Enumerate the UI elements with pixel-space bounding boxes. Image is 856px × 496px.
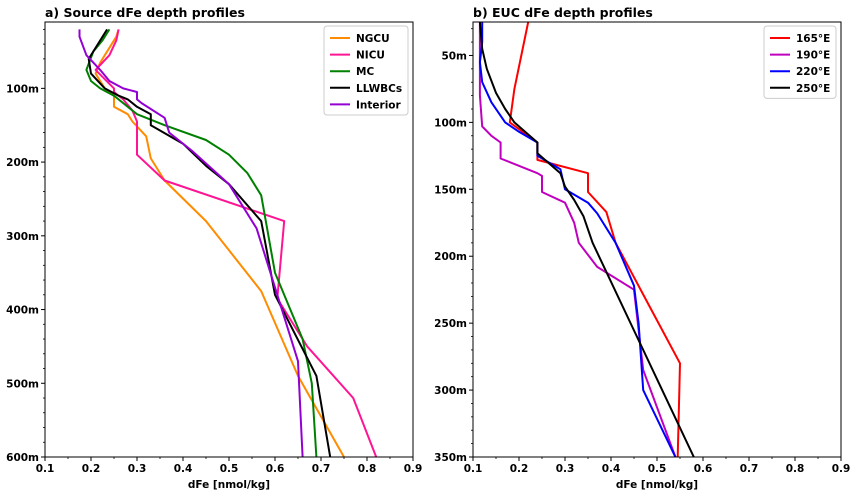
- series-line-250-e: [478, 22, 695, 457]
- legend-label-250-e: 250°E: [796, 83, 830, 95]
- series-line-165-e: [508, 22, 681, 457]
- y-tick-label: 400m: [6, 305, 39, 317]
- x-tick-label: 0.3: [128, 463, 147, 475]
- series-line-llwbcs: [87, 28, 332, 457]
- y-tick-label: 200m: [434, 251, 467, 263]
- x-tick-label: 0.5: [648, 463, 667, 475]
- x-tick-label: 0.8: [358, 463, 377, 475]
- x-tick-label: 0.9: [404, 463, 423, 475]
- legend: 165°E 190°E 220°E 250°E: [763, 25, 837, 99]
- legend-label-220-e: 220°E: [796, 66, 830, 78]
- chart-title: b) EUC dFe depth profiles: [473, 5, 653, 20]
- legend-box: [763, 25, 837, 99]
- legend-label-ngcu: NGCU: [356, 33, 390, 45]
- legend-label-mc: MC: [356, 66, 374, 78]
- series-group: [78, 28, 378, 457]
- x-tick-label: 0.3: [556, 463, 575, 475]
- series-line-190-e: [478, 22, 677, 457]
- x-tick-label: 0.2: [510, 463, 529, 475]
- legend-label-190-e: 190°E: [796, 50, 830, 62]
- chart-title: a) Source dFe depth profiles: [45, 5, 245, 20]
- y-tick-label: 150m: [434, 184, 467, 196]
- x-tick-label: 0.5: [220, 463, 239, 475]
- y-tick-label: 300m: [6, 231, 39, 243]
- series-line-interior: [78, 29, 304, 457]
- y-tick-label: 100m: [6, 83, 39, 95]
- x-tick-label: 0.7: [740, 463, 759, 475]
- series-line-mc: [85, 28, 318, 457]
- series-line-ngcu: [94, 29, 345, 457]
- x-tick-label: 0.2: [82, 463, 101, 475]
- legend-label-interior: Interior: [356, 99, 402, 111]
- x-tick-label: 0.4: [602, 463, 621, 475]
- legend-label-165-e: 165°E: [796, 33, 830, 45]
- panel-b-euc-dfe: 0.1 0.2 0.3 0.4 0.5 0.6 0.7 0.8 0.9 50m 100m 150m 20…: [434, 5, 850, 491]
- panel-a-source-dfe: 0.1 0.2 0.3 0.4 0.5 0.6 0.7 0.8 0.9 100m 200m 300m 4…: [6, 5, 422, 491]
- legend-label-llwbcs: LLWBCs: [356, 83, 402, 95]
- x-tick-label: 0.1: [36, 463, 55, 475]
- x-tick-label: 0.8: [786, 463, 805, 475]
- legend-label-nicu: NICU: [356, 50, 385, 62]
- x-tick-label: 0.1: [464, 463, 483, 475]
- legend-box: [323, 25, 409, 116]
- x-axis-label: dFe [nmol/kg]: [188, 479, 270, 491]
- series-line-nicu: [94, 29, 378, 457]
- y-tick-label: 350m: [434, 452, 467, 464]
- x-tick-label: 0.6: [694, 463, 713, 475]
- y-tick-label: 250m: [434, 318, 467, 330]
- series-group: [478, 22, 695, 457]
- x-tick-label: 0.7: [312, 463, 331, 475]
- x-axis-label: dFe [nmol/kg]: [616, 479, 698, 491]
- x-tick-label: 0.9: [832, 463, 851, 475]
- y-tick-label: 300m: [434, 385, 467, 397]
- x-tick-label: 0.6: [266, 463, 285, 475]
- y-tick-label: 600m: [6, 452, 39, 464]
- legend: NGCU NICU MC LLWBCs Interior: [323, 25, 409, 116]
- x-tick-label: 0.4: [174, 463, 193, 475]
- y-tick-label: 100m: [434, 117, 467, 129]
- y-tick-label: 50m: [441, 50, 467, 62]
- y-tick-label: 500m: [6, 378, 39, 390]
- y-tick-label: 200m: [6, 157, 39, 169]
